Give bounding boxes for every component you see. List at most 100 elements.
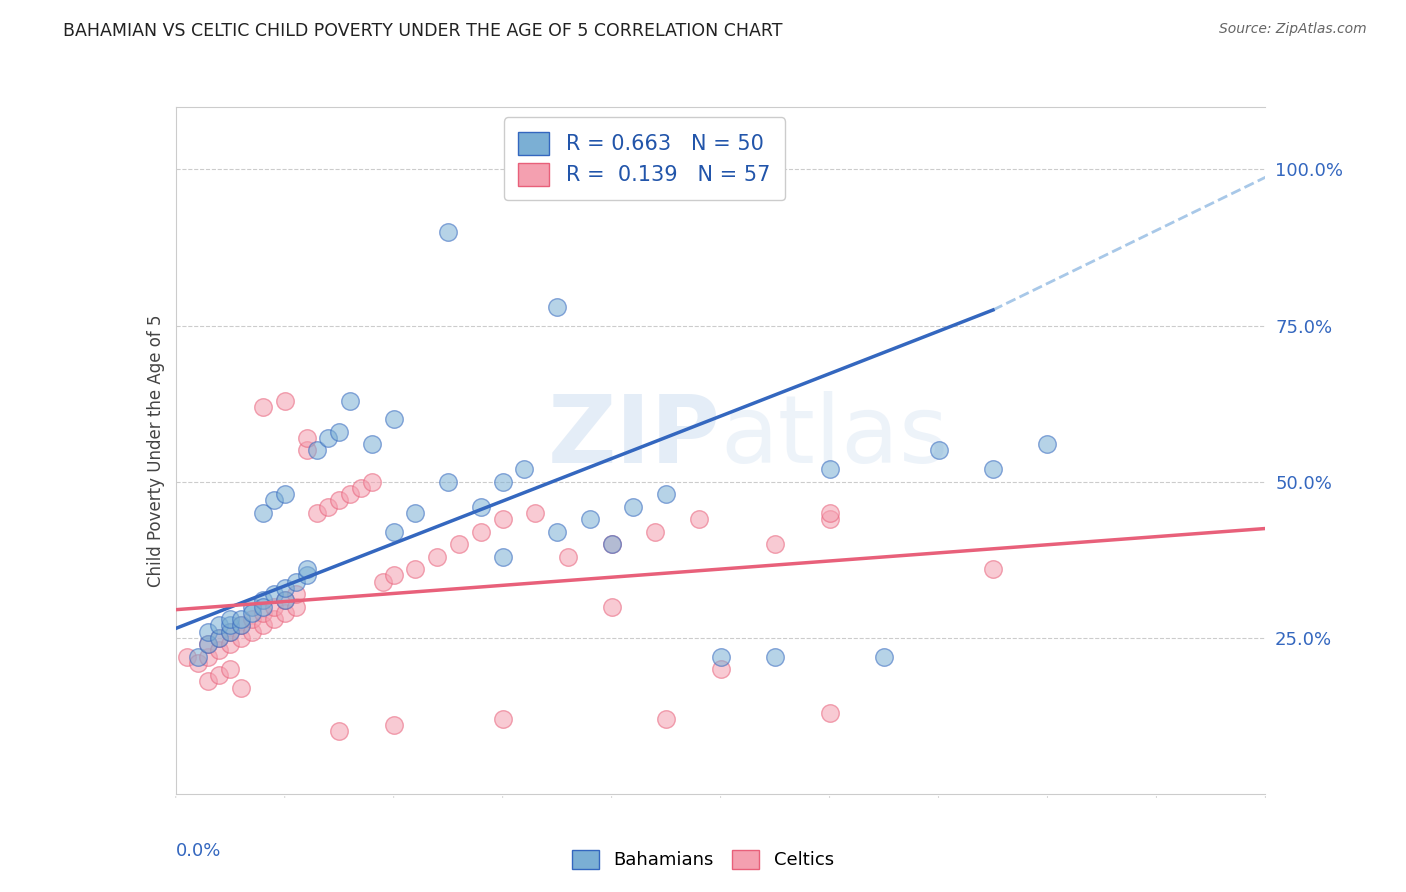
Point xyxy=(557,549,579,564)
Point xyxy=(688,512,710,526)
Text: ZIP: ZIP xyxy=(548,391,721,483)
Point xyxy=(197,637,219,651)
Point xyxy=(219,618,242,632)
Point xyxy=(208,618,231,632)
Point xyxy=(231,612,253,626)
Point xyxy=(295,568,318,582)
Point xyxy=(328,425,350,439)
Point xyxy=(231,631,253,645)
Text: 0.0%: 0.0% xyxy=(176,842,221,860)
Point xyxy=(295,562,318,576)
Point xyxy=(818,506,841,520)
Point xyxy=(252,618,274,632)
Point xyxy=(208,643,231,657)
Point xyxy=(382,718,405,732)
Point xyxy=(197,637,219,651)
Point xyxy=(513,462,536,476)
Point xyxy=(197,649,219,664)
Point xyxy=(252,400,274,414)
Point xyxy=(208,631,231,645)
Point xyxy=(231,618,253,632)
Point xyxy=(470,524,492,539)
Point xyxy=(263,599,285,614)
Point xyxy=(339,393,361,408)
Point xyxy=(284,587,307,601)
Point xyxy=(371,574,394,589)
Point xyxy=(339,487,361,501)
Point xyxy=(644,524,666,539)
Point xyxy=(274,593,297,607)
Point xyxy=(621,500,644,514)
Point xyxy=(405,506,427,520)
Text: atlas: atlas xyxy=(721,391,949,483)
Point xyxy=(382,524,405,539)
Point xyxy=(546,300,568,314)
Point xyxy=(382,568,405,582)
Point xyxy=(284,574,307,589)
Point xyxy=(437,475,460,489)
Legend: R = 0.663   N = 50, R =  0.139   N = 57: R = 0.663 N = 50, R = 0.139 N = 57 xyxy=(503,118,785,201)
Point xyxy=(274,393,297,408)
Point xyxy=(186,649,209,664)
Point xyxy=(186,656,209,670)
Point xyxy=(231,618,253,632)
Point xyxy=(405,562,427,576)
Point xyxy=(219,662,242,676)
Point xyxy=(240,599,263,614)
Point xyxy=(208,668,231,682)
Point xyxy=(350,481,373,495)
Point xyxy=(492,475,515,489)
Point xyxy=(710,649,733,664)
Point xyxy=(219,624,242,639)
Point xyxy=(263,587,285,601)
Point xyxy=(328,724,350,739)
Point xyxy=(981,462,1004,476)
Point xyxy=(524,506,547,520)
Point xyxy=(426,549,449,564)
Point xyxy=(981,562,1004,576)
Point xyxy=(873,649,896,664)
Point xyxy=(176,649,198,664)
Point xyxy=(219,637,242,651)
Point xyxy=(600,599,623,614)
Point xyxy=(318,500,340,514)
Point xyxy=(579,512,602,526)
Point xyxy=(710,662,733,676)
Point xyxy=(328,493,350,508)
Point xyxy=(252,506,274,520)
Point xyxy=(546,524,568,539)
Point xyxy=(818,462,841,476)
Point xyxy=(284,599,307,614)
Point xyxy=(208,631,231,645)
Point xyxy=(240,612,263,626)
Point xyxy=(470,500,492,514)
Point xyxy=(447,537,470,551)
Point xyxy=(274,487,297,501)
Point xyxy=(763,537,786,551)
Point xyxy=(655,712,678,726)
Point xyxy=(307,443,329,458)
Point xyxy=(437,225,460,239)
Point xyxy=(219,612,242,626)
Point xyxy=(252,606,274,620)
Point xyxy=(818,706,841,720)
Point xyxy=(307,506,329,520)
Point xyxy=(600,537,623,551)
Point xyxy=(763,649,786,664)
Point xyxy=(382,412,405,426)
Point xyxy=(274,581,297,595)
Point xyxy=(492,712,515,726)
Point xyxy=(318,431,340,445)
Point xyxy=(240,624,263,639)
Point xyxy=(219,624,242,639)
Point xyxy=(274,593,297,607)
Point xyxy=(600,537,623,551)
Point xyxy=(928,443,950,458)
Point xyxy=(274,606,297,620)
Point xyxy=(360,437,382,451)
Point xyxy=(263,612,285,626)
Point xyxy=(263,493,285,508)
Point xyxy=(295,443,318,458)
Y-axis label: Child Poverty Under the Age of 5: Child Poverty Under the Age of 5 xyxy=(146,314,165,587)
Point xyxy=(295,431,318,445)
